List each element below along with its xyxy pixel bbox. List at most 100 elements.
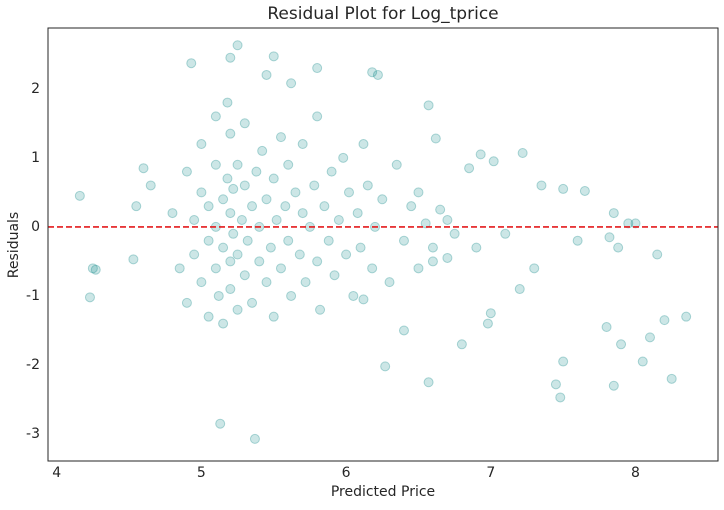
point: [268, 311, 279, 322]
point: [203, 235, 214, 246]
point: [423, 100, 434, 111]
point: [210, 111, 221, 122]
point: [247, 297, 258, 308]
point: [423, 377, 434, 388]
point: [652, 249, 663, 260]
point: [666, 373, 677, 384]
point: [283, 159, 294, 170]
y-tick-label: -3: [26, 426, 40, 442]
point: [608, 380, 619, 391]
point: [286, 78, 297, 89]
point: [239, 180, 250, 191]
point: [181, 297, 192, 308]
x-tick-label: 7: [486, 465, 495, 481]
point: [333, 214, 344, 225]
point: [608, 208, 619, 219]
point: [249, 433, 260, 444]
point: [427, 256, 438, 267]
point: [420, 218, 431, 229]
point: [261, 69, 272, 80]
point: [488, 156, 499, 167]
point: [138, 163, 149, 174]
point: [290, 187, 301, 198]
point: [406, 201, 417, 212]
point: [319, 201, 330, 212]
point: [427, 242, 438, 253]
point: [294, 249, 305, 260]
point: [210, 263, 221, 274]
point: [355, 242, 366, 253]
point: [84, 292, 95, 303]
point: [225, 128, 236, 139]
point: [485, 308, 496, 319]
point: [659, 315, 670, 326]
point: [309, 180, 320, 191]
point: [196, 277, 207, 288]
chart-title: Residual Plot for Log_tprice: [267, 4, 498, 24]
point: [283, 235, 294, 246]
x-tick-label: 5: [197, 465, 206, 481]
point: [181, 166, 192, 177]
point: [442, 252, 453, 263]
y-tick-label: 0: [31, 219, 40, 235]
point: [323, 235, 334, 246]
point: [500, 228, 511, 239]
point: [558, 183, 569, 194]
point: [213, 290, 224, 301]
point: [312, 256, 323, 267]
point: [265, 242, 276, 253]
point: [74, 190, 85, 201]
point: [338, 152, 349, 163]
point: [90, 264, 101, 275]
point: [222, 173, 233, 184]
point: [348, 290, 359, 301]
point: [225, 256, 236, 267]
point: [174, 263, 185, 274]
x-tick-label: 6: [342, 465, 351, 481]
point: [312, 63, 323, 74]
point: [239, 118, 250, 129]
x-tick-label: 8: [631, 465, 640, 481]
point: [189, 214, 200, 225]
point: [413, 263, 424, 274]
point: [225, 52, 236, 63]
point: [268, 173, 279, 184]
point: [555, 392, 566, 403]
point: [630, 218, 641, 229]
point: [430, 133, 441, 144]
point: [384, 277, 395, 288]
point: [261, 194, 272, 205]
point: [372, 69, 383, 80]
point: [681, 311, 692, 322]
point: [131, 201, 142, 212]
point: [232, 40, 243, 51]
point: [464, 163, 475, 174]
point: [271, 214, 282, 225]
point: [228, 228, 239, 239]
point: [536, 180, 547, 191]
point: [329, 270, 340, 281]
point: [558, 356, 569, 367]
point: [251, 166, 262, 177]
point: [644, 332, 655, 343]
point: [326, 166, 337, 177]
point: [128, 254, 139, 265]
plot-frame: [47, 27, 719, 462]
point: [257, 145, 268, 156]
point: [637, 356, 648, 367]
point: [87, 263, 98, 274]
point: [367, 263, 378, 274]
point: [613, 242, 624, 253]
point: [297, 139, 308, 150]
point: [225, 208, 236, 219]
point: [203, 201, 214, 212]
point: [377, 194, 388, 205]
point: [210, 159, 221, 170]
point: [239, 270, 250, 281]
point: [475, 149, 486, 160]
point: [550, 379, 561, 390]
point: [268, 51, 279, 62]
point: [514, 284, 525, 295]
